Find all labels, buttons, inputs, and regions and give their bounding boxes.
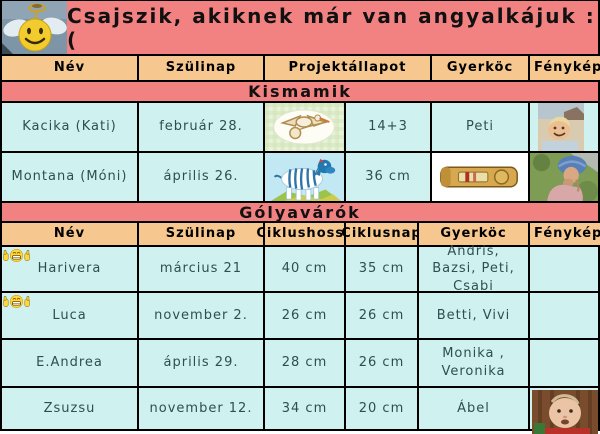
fenykep-cell-empty — [530, 247, 598, 291]
ciklusnap-cell: 26 cm — [346, 293, 419, 338]
title-bar: Csajszik, akiknek már van angyalkájuk :( — [2, 1, 598, 56]
ciklushossz-cell: 28 cm — [265, 340, 346, 386]
table-row-harivera: Harivera március 21 40 cm 35 cm Andris, … — [2, 244, 598, 294]
table-row-zsuzsu: Zsuzsu november 12. 34 cm 20 cm Ábel — [2, 388, 598, 434]
birthday-cell: április 29. — [139, 340, 265, 386]
gyerkoc-cell: Andris, Bazsi, Peti, Csabi — [419, 244, 530, 294]
gyerkoc-cell: Betti, Vivi — [419, 293, 530, 338]
birthday-cell: február 28. — [139, 103, 265, 151]
ciklushossz-cell: 34 cm — [265, 388, 346, 429]
column-header-szulinap: Szülinap — [139, 56, 265, 80]
name-cell: Zsuzsu — [2, 388, 139, 429]
ciklushossz-cell: 40 cm — [265, 247, 346, 291]
projekt-value-cell: 36 cm — [346, 153, 432, 201]
column-header-szulinap: Szülinap — [139, 223, 265, 245]
woman-headscarf-photo — [530, 153, 598, 201]
ciklusnap-cell: 26 cm — [346, 340, 419, 386]
name-cell: E.Andrea — [2, 340, 139, 386]
gyerkoc-cell: Monika , Veronika — [419, 340, 530, 386]
laughing-thumbs-up-emoticon — [3, 295, 30, 308]
toddler-photo — [530, 103, 598, 151]
table-row-kacika: Kacika (Kati) február 28. — [2, 103, 598, 153]
name-cell: Luca — [2, 293, 139, 338]
table-row-montana: Montana (Móni) április 26. — [2, 153, 598, 203]
kismamik-header-row: Név Szülinap Projektállapot Gyerköc Fény… — [2, 56, 600, 82]
ciklusnap-cell: 20 cm — [346, 388, 419, 429]
stork-with-baby-icon — [265, 103, 346, 151]
page-title: Csajszik, akiknek már van angyalkájuk :( — [67, 1, 598, 54]
birthday-cell: március 21 — [139, 247, 265, 291]
ciklushossz-cell: 26 cm — [265, 293, 346, 338]
fenykep-cell-empty — [530, 340, 598, 386]
projekt-value-cell: 14+3 — [346, 103, 432, 151]
section-title-kismamik: Kismamik — [2, 82, 598, 103]
ciklusnap-cell: 35 cm — [346, 247, 419, 291]
birthday-cell: november 12. — [139, 388, 265, 429]
zebra-icon — [265, 153, 346, 201]
pregnancy-test-icon — [432, 153, 530, 201]
birthday-cell: április 26. — [139, 153, 265, 201]
column-header-gyerkoc: Gyerköc — [419, 223, 530, 245]
bee-smiley-photo — [2, 1, 67, 54]
gyerkoc-cell: Ábel — [419, 388, 530, 429]
column-header-fenykep: Fénykép — [530, 56, 600, 80]
name-cell: Montana (Móni) — [2, 153, 139, 201]
laughing-thumbs-up-emoticon — [3, 249, 30, 262]
column-header-ciklusnap: Ciklusnap — [341, 223, 421, 245]
baby-photo — [530, 388, 598, 434]
birthday-cell: november 2. — [139, 293, 265, 338]
gyerkoc-cell: Peti — [432, 103, 530, 151]
column-header-nev: Név — [2, 56, 139, 80]
table-row-eandrea: E.Andrea április 29. 28 cm 26 cm Monika … — [2, 340, 598, 388]
fenykep-cell-empty — [530, 293, 598, 338]
name-cell: Harivera — [2, 247, 139, 291]
column-header-nev: Név — [2, 223, 139, 245]
column-header-fenykep: Fénykép — [530, 223, 600, 245]
column-header-ciklushossz: Ciklushossz — [256, 223, 352, 245]
table-row-luca: Luca november 2. 26 cm 26 cm Betti, Vivi — [2, 293, 598, 340]
section-title-golyavarok: Gólyavárók — [2, 203, 598, 223]
column-header-projektallapot: Projektállapot — [265, 56, 432, 80]
name-cell: Kacika (Kati) — [2, 103, 139, 151]
column-header-gyerkoc: Gyerköc — [432, 56, 530, 80]
golyavarok-header-row: Név Szülinap Ciklushossz Ciklusnap Gyerk… — [2, 223, 600, 247]
